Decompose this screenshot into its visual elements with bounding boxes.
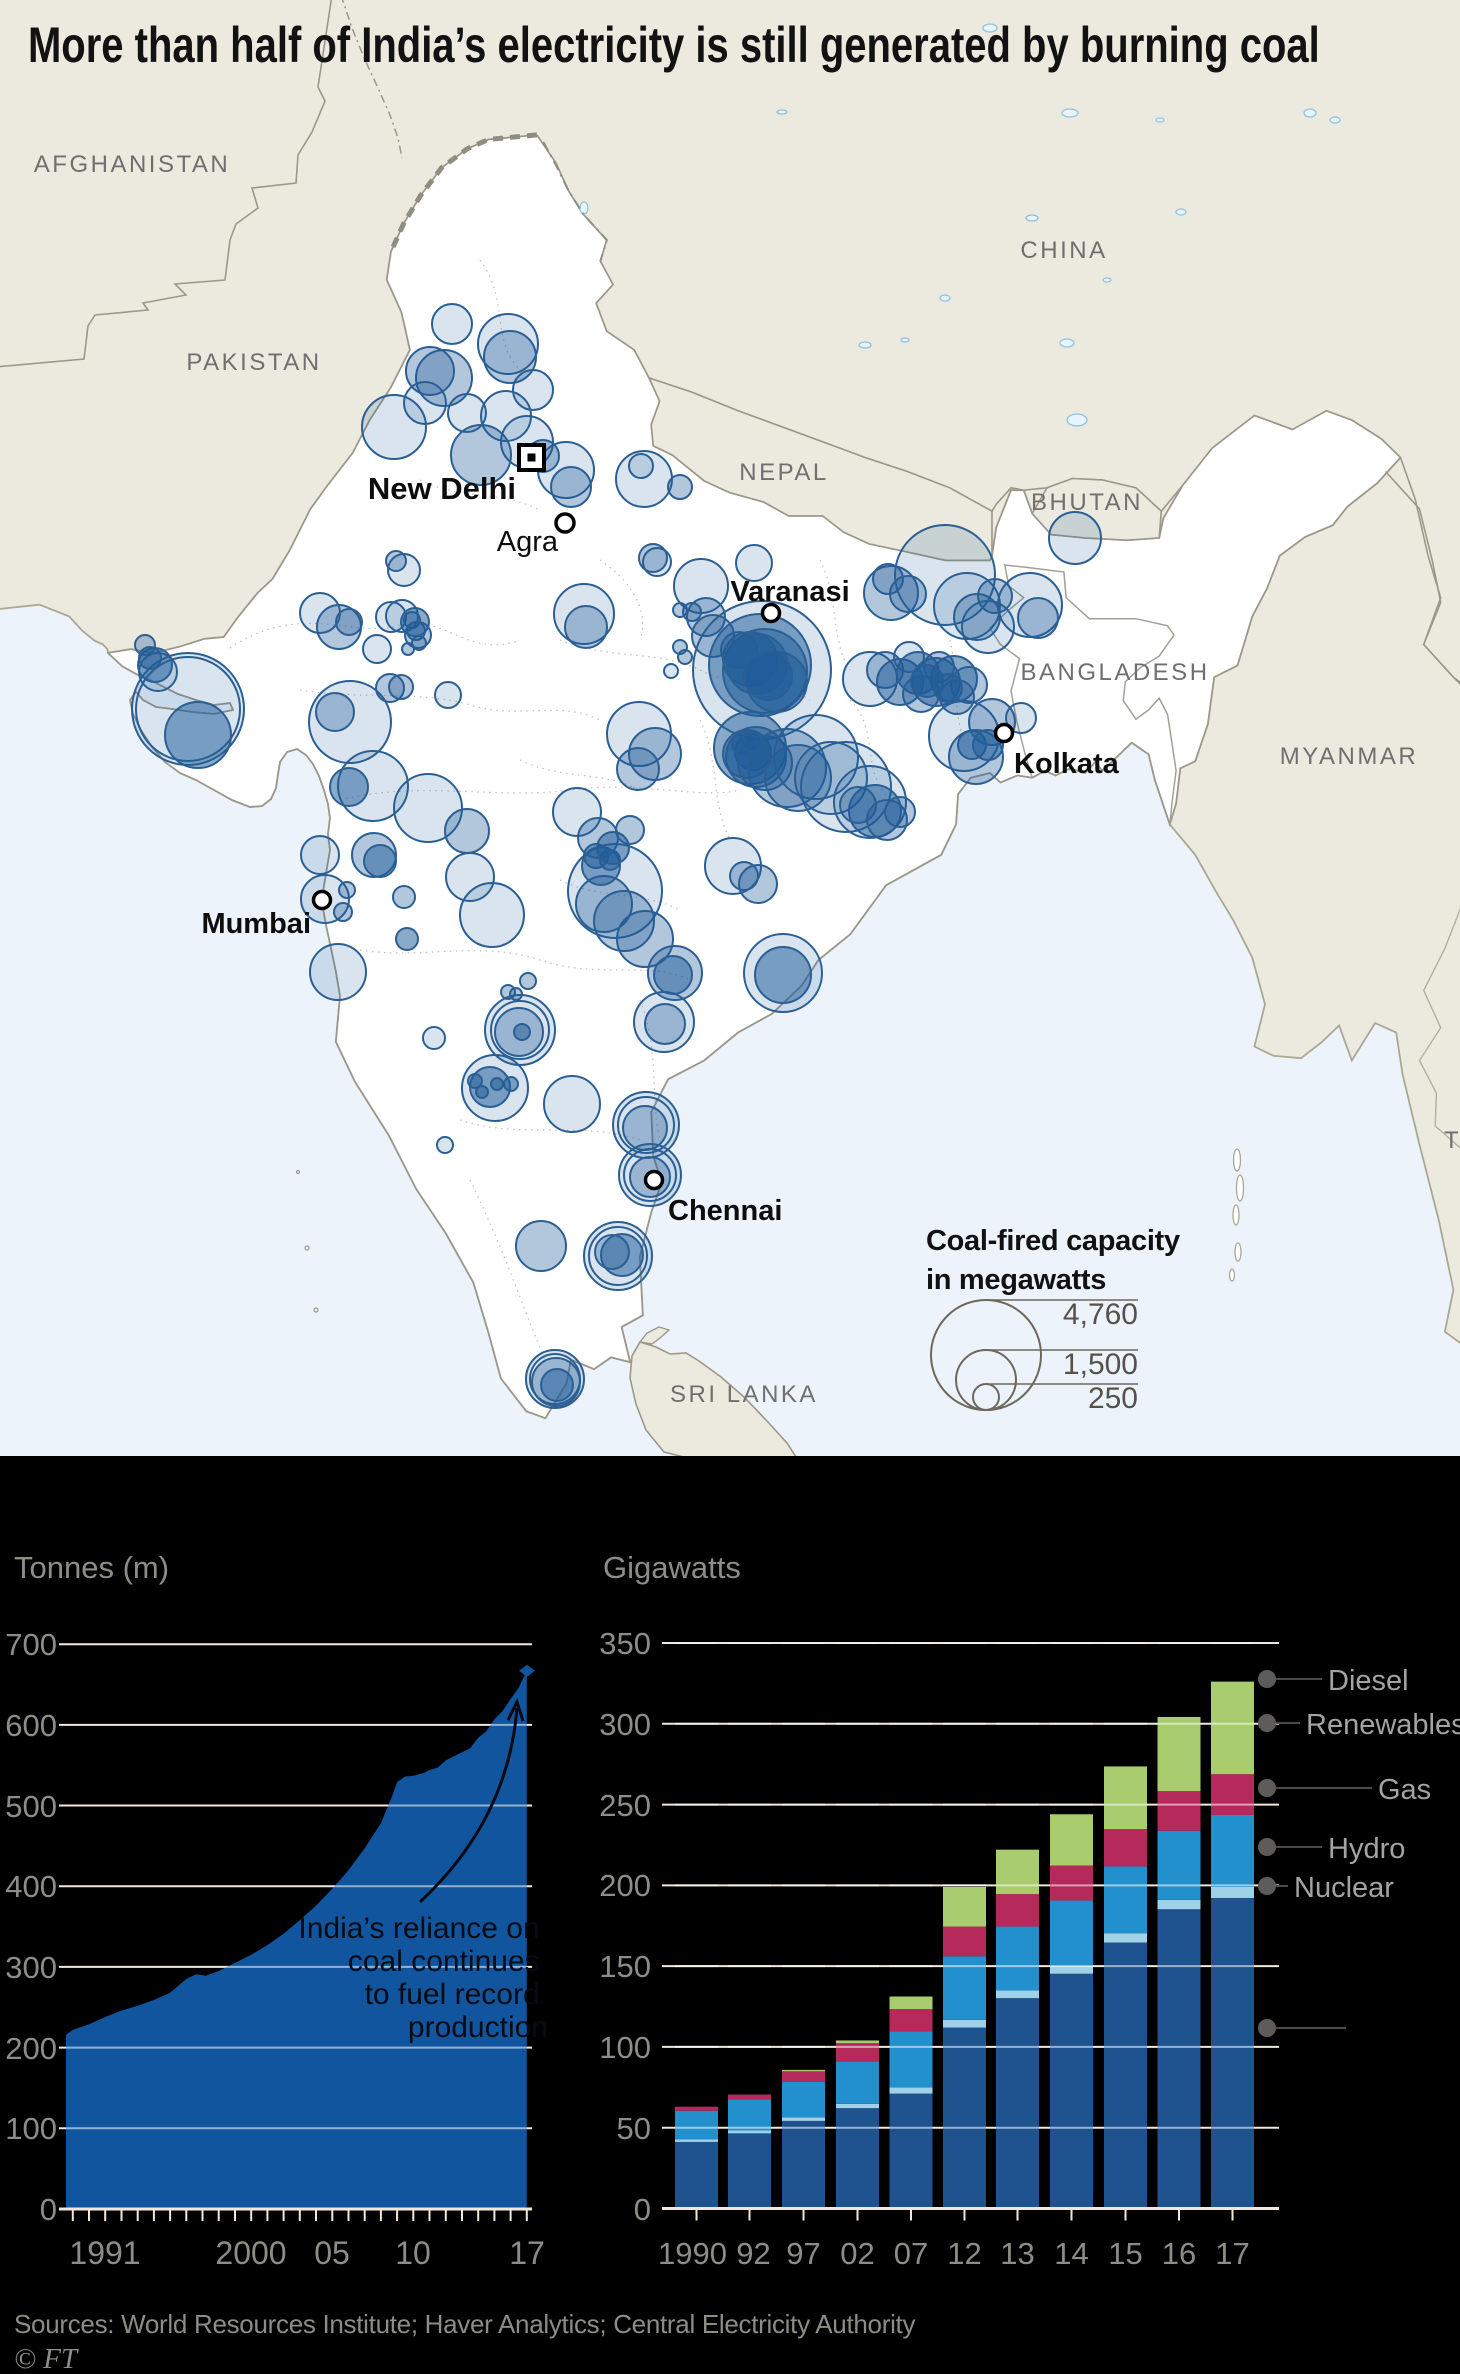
svg-text:400: 400 (5, 1869, 57, 1904)
svg-text:New Delhi: New Delhi (368, 471, 516, 506)
svg-text:600: 600 (5, 1708, 57, 1743)
svg-text:Kolkata: Kolkata (1014, 748, 1120, 780)
svg-text:92: 92 (736, 2236, 770, 2271)
svg-text:15: 15 (1108, 2236, 1142, 2271)
svg-text:Hydro: Hydro (1328, 1833, 1405, 1865)
svg-text:17: 17 (1215, 2236, 1249, 2271)
svg-text:700: 700 (5, 1627, 57, 1662)
svg-text:AFGHANISTAN: AFGHANISTAN (34, 151, 230, 178)
svg-text:Nuclear: Nuclear (1294, 1872, 1394, 1904)
svg-text:Gas: Gas (1378, 1774, 1431, 1806)
svg-text:SRI LANKA: SRI LANKA (670, 1381, 818, 1408)
svg-text:Diesel: Diesel (1328, 1665, 1409, 1697)
svg-text:05: 05 (314, 2235, 350, 2271)
svg-text:Coal-fired capacity: Coal-fired capacity (926, 1225, 1180, 1257)
svg-text:Chennai: Chennai (668, 1195, 782, 1227)
svg-text:THAILAND: THAILAND (1444, 1127, 1460, 1154)
svg-text:1990: 1990 (658, 2236, 727, 2271)
svg-text:BHUTAN: BHUTAN (1031, 489, 1143, 516)
svg-text:1,500: 1,500 (1063, 1348, 1138, 1381)
svg-text:350: 350 (599, 1626, 651, 1661)
svg-text:14: 14 (1054, 2236, 1088, 2271)
svg-text:10: 10 (395, 2235, 431, 2271)
svg-text:© FT: © FT (14, 2343, 79, 2374)
svg-text:100: 100 (5, 2111, 57, 2146)
svg-text:Tonnes (m): Tonnes (m) (14, 1550, 169, 1585)
svg-text:500: 500 (5, 1789, 57, 1824)
svg-text:in megawatts: in megawatts (926, 1264, 1106, 1296)
svg-text:12: 12 (947, 2236, 981, 2271)
svg-text:More than half of India’s elec: More than half of India’s electricity is… (28, 17, 1320, 73)
svg-text:MYANMAR: MYANMAR (1280, 743, 1418, 770)
svg-text:Renewables: Renewables (1306, 1709, 1460, 1741)
svg-text:250: 250 (1088, 1382, 1138, 1415)
svg-text:0: 0 (634, 2192, 651, 2227)
svg-text:200: 200 (599, 1868, 651, 1903)
svg-text:150: 150 (599, 1949, 651, 1984)
svg-text:50: 50 (617, 2111, 651, 2146)
svg-text:Agra: Agra (497, 526, 559, 558)
svg-text:1991: 1991 (69, 2235, 140, 2271)
svg-text:100: 100 (599, 2030, 651, 2065)
svg-text:02: 02 (840, 2236, 874, 2271)
svg-text:Sources: World Resources Insti: Sources: World Resources Institute; Have… (14, 2309, 915, 2339)
svg-text:Gigawatts: Gigawatts (603, 1550, 741, 1585)
svg-text:NEPAL: NEPAL (739, 459, 828, 486)
svg-text:PAKISTAN: PAKISTAN (186, 349, 321, 376)
svg-text:2000: 2000 (215, 2235, 286, 2271)
svg-text:0: 0 (40, 2192, 57, 2227)
svg-text:16: 16 (1162, 2236, 1196, 2271)
svg-text:07: 07 (894, 2236, 928, 2271)
svg-text:BANGLADESH: BANGLADESH (1020, 659, 1209, 686)
svg-text:13: 13 (1000, 2236, 1034, 2271)
svg-text:India’s reliance on coal conti: India’s reliance on coal continues to fu… (298, 1912, 548, 2044)
svg-text:97: 97 (786, 2236, 820, 2271)
svg-text:300: 300 (5, 1950, 57, 1985)
svg-text:250: 250 (599, 1788, 651, 1823)
svg-text:4,760: 4,760 (1063, 1298, 1138, 1331)
svg-text:17: 17 (509, 2235, 545, 2271)
svg-text:200: 200 (5, 2031, 57, 2066)
svg-text:Varanasi: Varanasi (730, 576, 849, 608)
svg-text:CHINA: CHINA (1020, 237, 1107, 264)
svg-text:300: 300 (599, 1707, 651, 1742)
svg-text:Mumbai: Mumbai (201, 908, 311, 940)
